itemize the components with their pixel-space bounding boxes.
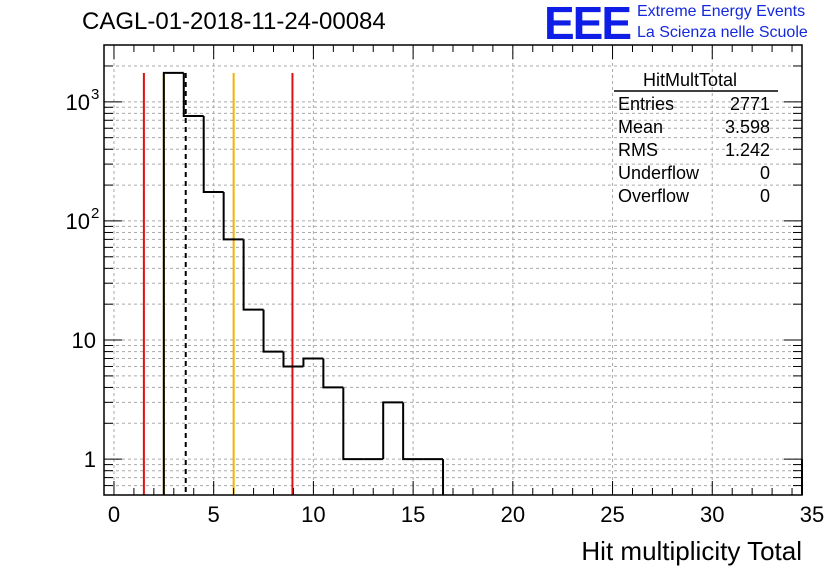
stats-value-4: 0 xyxy=(760,186,770,206)
x-tick-label-30: 30 xyxy=(700,502,724,527)
x-axis-label: Hit multiplicity Total xyxy=(581,536,802,566)
histogram-bin-7 xyxy=(242,239,264,311)
histogram-bars xyxy=(162,71,803,495)
histogram-bin-5 xyxy=(202,116,224,193)
grid-lines xyxy=(104,45,802,495)
stats-value-2: 1.242 xyxy=(725,140,770,160)
histogram-bin-4 xyxy=(182,72,204,118)
x-tick-label-20: 20 xyxy=(501,502,525,527)
stats-title: HitMultTotal xyxy=(643,70,737,90)
x-tick-label-35: 35 xyxy=(800,502,824,527)
histogram-bin-11 xyxy=(322,358,344,389)
stats-value-0: 2771 xyxy=(730,94,770,114)
plot-frame-bg xyxy=(104,45,802,495)
histogram-bin-14 xyxy=(382,401,404,460)
y-tick-label-1: 1 xyxy=(84,447,96,472)
stats-label-4: Overflow xyxy=(618,186,690,206)
run-title: CAGL-01-2018-11-24-00084 xyxy=(82,8,386,35)
y-tick-label-1000: 10 xyxy=(66,90,90,115)
logo-line-1: Extreme Energy Events xyxy=(637,3,806,20)
y-tick-exponent-100: 2 xyxy=(91,205,99,222)
histogram-bin-15 xyxy=(402,402,424,461)
stats-label-1: Mean xyxy=(618,117,663,137)
x-tick-label-25: 25 xyxy=(600,502,624,527)
stats-label-3: Underflow xyxy=(618,163,700,183)
histogram-bin-8 xyxy=(262,309,284,353)
stats-value-1: 3.598 xyxy=(725,117,770,137)
stats-value-3: 0 xyxy=(760,163,770,183)
x-tick-label-15: 15 xyxy=(401,502,425,527)
histogram-bin-12 xyxy=(342,387,364,461)
histogram-bin-10 xyxy=(302,357,324,367)
histogram-bin-3 xyxy=(162,71,184,495)
stats-label-2: RMS xyxy=(618,140,658,160)
histogram-bin-9 xyxy=(282,351,304,368)
x-tick-label-5: 5 xyxy=(208,502,220,527)
y-tick-label-100: 10 xyxy=(66,209,90,234)
stats-box: HitMultTotal Entries 2771 Mean 3.598 RMS 1.242… xyxy=(614,70,778,206)
stats-label-0: Entries xyxy=(618,94,674,114)
eee-logo: EEE xyxy=(544,0,632,49)
logo-line-2: La Scienza nelle Scuole xyxy=(637,24,808,41)
histogram-bin-6 xyxy=(222,191,244,241)
y-tick-label-10: 10 xyxy=(72,328,96,353)
y-tick-exponent-1000: 3 xyxy=(91,86,99,103)
x-tick-label-10: 10 xyxy=(301,502,325,527)
x-tick-label-0: 0 xyxy=(108,502,120,527)
